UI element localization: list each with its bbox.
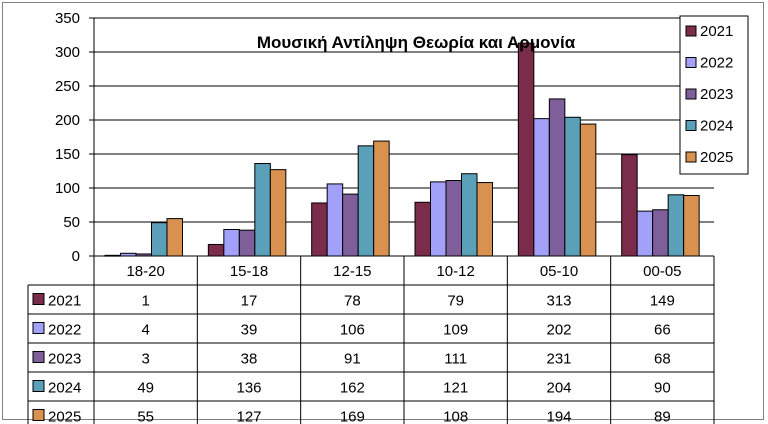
legend-swatch	[685, 25, 697, 37]
legend-swatch	[685, 151, 697, 163]
y-tick-label: 150	[55, 146, 80, 163]
table-cell-value: 109	[443, 322, 468, 339]
table-cell-value: 90	[654, 380, 671, 397]
y-tick-label: 100	[55, 180, 80, 197]
table-cell-value: 79	[447, 293, 464, 310]
bar	[269, 169, 287, 257]
table-cell-value: 121	[443, 380, 468, 397]
bar	[533, 118, 550, 257]
table-cell-value: 169	[340, 409, 365, 424]
chart-title: Μουσική Αντίληψη Θεωρία και Αρμονία	[257, 33, 576, 52]
table-series-label: 2021	[48, 293, 81, 310]
bar	[548, 98, 566, 257]
bar	[373, 140, 390, 257]
table-cell-value: 162	[340, 380, 365, 397]
table-legend-swatch	[32, 409, 45, 421]
bar	[461, 173, 478, 257]
y-tick-label: 300	[55, 44, 80, 61]
bar	[621, 154, 638, 257]
x-category-label: 05-10	[540, 263, 578, 280]
legend-label: 2025	[700, 149, 733, 166]
table-cell-value: 3	[141, 351, 149, 368]
bar	[476, 182, 493, 257]
table-cell-value: 106	[340, 322, 365, 339]
bar	[166, 218, 183, 257]
table-cell-value: 149	[650, 293, 675, 310]
table-cell-value: 108	[443, 409, 468, 424]
bar	[517, 42, 535, 257]
table-cell-value: 39	[241, 322, 258, 339]
y-tick-label: 200	[55, 112, 80, 129]
bar	[357, 145, 375, 257]
bar	[223, 228, 240, 257]
table-cell-value: 202	[546, 322, 571, 339]
x-category-label: 15-18	[230, 263, 268, 280]
bar	[207, 243, 225, 257]
table-cell-value: 17	[241, 293, 258, 310]
table-cell-value: 1	[141, 293, 149, 310]
table-legend-swatch	[32, 351, 45, 363]
bar	[238, 229, 256, 257]
y-tick-label: 350	[55, 10, 80, 27]
x-category-label: 12-15	[333, 263, 371, 280]
bar	[311, 202, 328, 257]
table-cell-value: 231	[546, 351, 571, 368]
y-tick-label: 250	[55, 78, 80, 95]
table-cell-value: 68	[654, 351, 671, 368]
table-cell-value: 127	[236, 409, 261, 424]
table-cell-value: 89	[654, 409, 671, 424]
table-cell-value: 4	[141, 322, 149, 339]
table-cell-value: 136	[236, 380, 261, 397]
bar	[652, 209, 669, 257]
table-cell-value: 49	[137, 380, 154, 397]
table-cell-value: 91	[344, 351, 361, 368]
table-series-label: 2024	[48, 380, 81, 397]
bar	[430, 181, 447, 257]
table-cell-value: 313	[546, 293, 571, 310]
table-legend-swatch	[32, 380, 45, 392]
bar	[326, 183, 344, 257]
table-cell-value: 66	[654, 322, 671, 339]
table-legend-swatch	[32, 322, 45, 334]
bar	[683, 194, 700, 257]
table-cell-value: 194	[546, 409, 571, 424]
bar	[120, 252, 137, 257]
bar	[564, 116, 581, 257]
legend-label: 2024	[700, 118, 733, 135]
bar	[254, 163, 271, 257]
legend-swatch	[685, 57, 697, 68]
legend-label: 2023	[700, 86, 733, 103]
table-series-label: 2022	[48, 322, 81, 339]
bar	[151, 222, 168, 257]
bar	[135, 253, 152, 257]
table-cell-value: 111	[444, 351, 467, 368]
bar	[667, 194, 685, 257]
y-tick-label: 50	[63, 214, 80, 231]
x-category-label: 18-20	[126, 263, 164, 280]
bar	[414, 201, 431, 257]
bar	[342, 193, 359, 257]
table-cell-value: 55	[137, 409, 154, 424]
legend-swatch	[685, 88, 697, 100]
legend-label: 2021	[700, 23, 733, 40]
table-series-label: 2025	[48, 409, 81, 424]
x-category-label: 00-05	[643, 263, 681, 280]
table-legend-swatch	[32, 293, 45, 305]
bar	[104, 254, 121, 257]
x-category-label: 10-12	[436, 263, 474, 280]
bar	[445, 180, 462, 257]
bar	[579, 123, 597, 257]
table-series-label: 2023	[48, 351, 81, 368]
legend-label: 2022	[700, 55, 733, 72]
table-cell-value: 38	[241, 351, 258, 368]
bar	[636, 210, 654, 257]
legend-swatch	[685, 120, 697, 131]
y-tick-label: 0	[72, 248, 80, 265]
table-cell-value: 78	[344, 293, 361, 310]
table-cell-value: 204	[546, 380, 571, 397]
